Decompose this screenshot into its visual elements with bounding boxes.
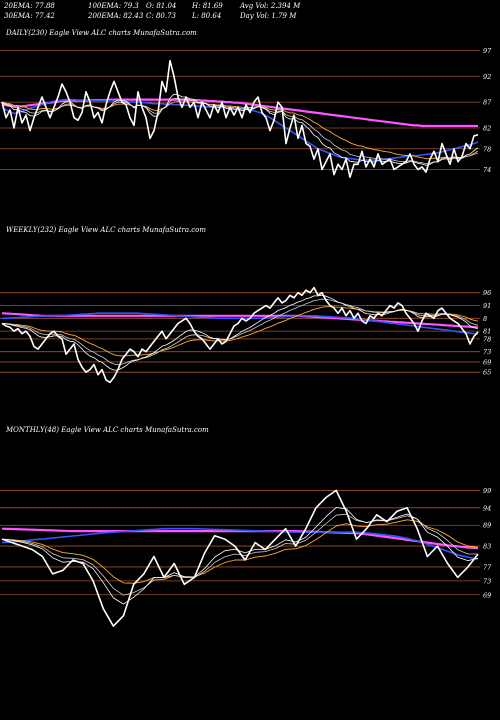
ema50-line bbox=[1, 519, 479, 584]
price-line bbox=[1, 59, 479, 178]
price-tick-label: 87 bbox=[483, 99, 492, 107]
ema200-line bbox=[1, 527, 479, 550]
day-volume-value: Day Vol: 1.79 M bbox=[240, 12, 297, 20]
price-tick-label: 99 bbox=[483, 487, 491, 495]
price-tick-label: 94 bbox=[483, 504, 491, 512]
price-tick-label: 96 bbox=[483, 289, 491, 297]
open-value: O: 81.04 bbox=[146, 2, 177, 10]
price-tick-label: 97 bbox=[483, 47, 492, 55]
price-tick-label: 73 bbox=[483, 348, 491, 356]
indicator-header: 20EMA: 77.88 100EMA: 79.3 O: 81.04 H: 81… bbox=[4, 2, 494, 22]
daily-chart: 97 92 87 82 78 74 bbox=[0, 47, 492, 178]
price-tick-label: 83 bbox=[483, 543, 491, 551]
price-tick-label: 82 bbox=[483, 125, 491, 133]
monthly-chart: 99 94 89 83 77 73 69 bbox=[0, 487, 492, 627]
ema30-line bbox=[1, 97, 479, 165]
ema100-line bbox=[1, 527, 479, 560]
price-tick-label: 77 bbox=[483, 563, 492, 571]
price-line bbox=[1, 286, 479, 384]
price-tick-label: 78 bbox=[483, 335, 491, 343]
monthly-panel-label: MONTHLY(48) Eagle View ALC charts Munafa… bbox=[6, 426, 209, 434]
low-value: L: 80.64 bbox=[192, 12, 222, 20]
ema20-line bbox=[1, 294, 479, 371]
price-tick-label: 65 bbox=[483, 369, 491, 377]
price-tick-label: 73 bbox=[483, 577, 491, 585]
ema200-value: 200EMA: 82.43 bbox=[88, 12, 144, 20]
avg-volume-value: Avg Vol: 2.394 M bbox=[240, 2, 301, 10]
price-tick-label: 69 bbox=[483, 358, 491, 366]
price-tick-label: 92 bbox=[483, 73, 491, 81]
price-tick-label: 8 bbox=[483, 315, 487, 323]
ema100-line bbox=[2, 312, 479, 335]
ema100-value: 100EMA: 79.3 bbox=[88, 2, 139, 10]
price-tick-label: 91 bbox=[483, 302, 491, 310]
ema20-line bbox=[1, 93, 479, 166]
ema200-line bbox=[1, 312, 479, 329]
price-tick-label: 81 bbox=[483, 328, 491, 336]
ema30-value: 30EMA: 77.42 bbox=[4, 12, 55, 20]
daily-panel-label: DAILY(230) Eagle View ALC charts MunafaS… bbox=[6, 29, 197, 37]
price-tick-label: 89 bbox=[483, 522, 491, 530]
ema20-line bbox=[1, 507, 479, 605]
ema30-line bbox=[1, 513, 478, 596]
ema30-line bbox=[1, 298, 479, 366]
close-value: C: 80.73 bbox=[146, 12, 176, 20]
price-tick-label: 78 bbox=[483, 145, 491, 153]
price-tick-label: 69 bbox=[483, 591, 491, 599]
price-tick-label: 74 bbox=[483, 166, 491, 174]
ema50-line bbox=[1, 306, 479, 357]
ema50-line bbox=[1, 101, 479, 160]
high-value: H: 81.69 bbox=[192, 2, 223, 10]
price-line bbox=[1, 489, 479, 627]
ema20-value: 20EMA: 77.88 bbox=[4, 2, 55, 10]
weekly-panel-label: WEEKLY(232) Eagle View ALC charts Munafa… bbox=[6, 226, 207, 234]
